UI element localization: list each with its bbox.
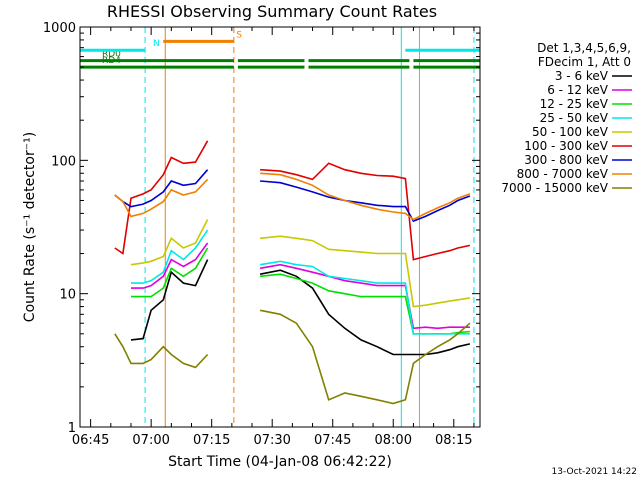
flag-rd4-label: RD4 bbox=[102, 56, 121, 66]
y-tick-label-0: 1 bbox=[68, 421, 76, 436]
legend-label-0: 3 - 6 keV bbox=[555, 69, 609, 83]
legend-label-8: 7000 - 15000 keV bbox=[501, 181, 608, 195]
x-tick-label-2: 07:15 bbox=[193, 433, 230, 448]
flag-s-label: S bbox=[236, 30, 242, 40]
legend-label-7: 800 - 7000 keV bbox=[517, 167, 609, 181]
y-tick-label-1: 10 bbox=[59, 288, 76, 303]
legend-label-2: 12 - 25 keV bbox=[540, 97, 609, 111]
series-line-1 bbox=[131, 242, 470, 330]
legend-label-5: 100 - 300 keV bbox=[524, 139, 608, 153]
y-axis-label: Count Rate (s⁻¹ detector⁻¹) bbox=[22, 132, 38, 322]
series-line-7 bbox=[114, 172, 471, 221]
flag-n-label: N bbox=[153, 39, 160, 49]
x-tick-label-6: 08:15 bbox=[435, 433, 472, 448]
chart-title: RHESSI Observing Summary Count Rates bbox=[107, 2, 437, 21]
y-tick-label-3: 1000 bbox=[43, 21, 76, 36]
legend-label-1: 6 - 12 keV bbox=[547, 83, 609, 97]
legend-label-4: 50 - 100 keV bbox=[532, 125, 609, 139]
series-line-6 bbox=[114, 169, 471, 223]
legend-header-1: FDecim 1, Att 0 bbox=[538, 55, 631, 69]
flag-rd0-label: RD0 bbox=[102, 50, 121, 60]
footer-date: 13-Oct-2021 14:22 bbox=[552, 467, 637, 477]
legend-header-0: Det 1,3,4,5,6,9, bbox=[537, 41, 631, 55]
y-axis: 1 10 100 1000 bbox=[43, 21, 480, 436]
x-tick-label-5: 08:00 bbox=[375, 433, 412, 448]
x-tick-label-1: 07:00 bbox=[132, 433, 169, 448]
series-line-0 bbox=[130, 259, 471, 356]
x-tick-label-3: 07:30 bbox=[253, 433, 290, 448]
y-tick-label-2: 100 bbox=[51, 154, 76, 169]
legend-label-3: 25 - 50 keV bbox=[540, 111, 609, 125]
x-tick-label-0: 06:45 bbox=[72, 433, 109, 448]
plot-frame bbox=[79, 26, 481, 428]
legend: Det 1,3,4,5,6,9,FDecim 1, Att 03 - 6 keV… bbox=[501, 41, 632, 195]
series-line-3 bbox=[131, 229, 470, 335]
x-axis-label: Start Time (04-Jan-08 06:42:22) bbox=[168, 454, 392, 470]
x-axis: 06:45 07:00 07:15 07:30 07:45 08:00 08:15 bbox=[72, 27, 475, 448]
series-line-5 bbox=[114, 140, 471, 261]
legend-label-6: 300 - 800 keV bbox=[524, 153, 608, 167]
series-line-8 bbox=[114, 309, 471, 405]
series-line-4 bbox=[130, 219, 471, 308]
x-tick-label-4: 07:45 bbox=[314, 433, 351, 448]
